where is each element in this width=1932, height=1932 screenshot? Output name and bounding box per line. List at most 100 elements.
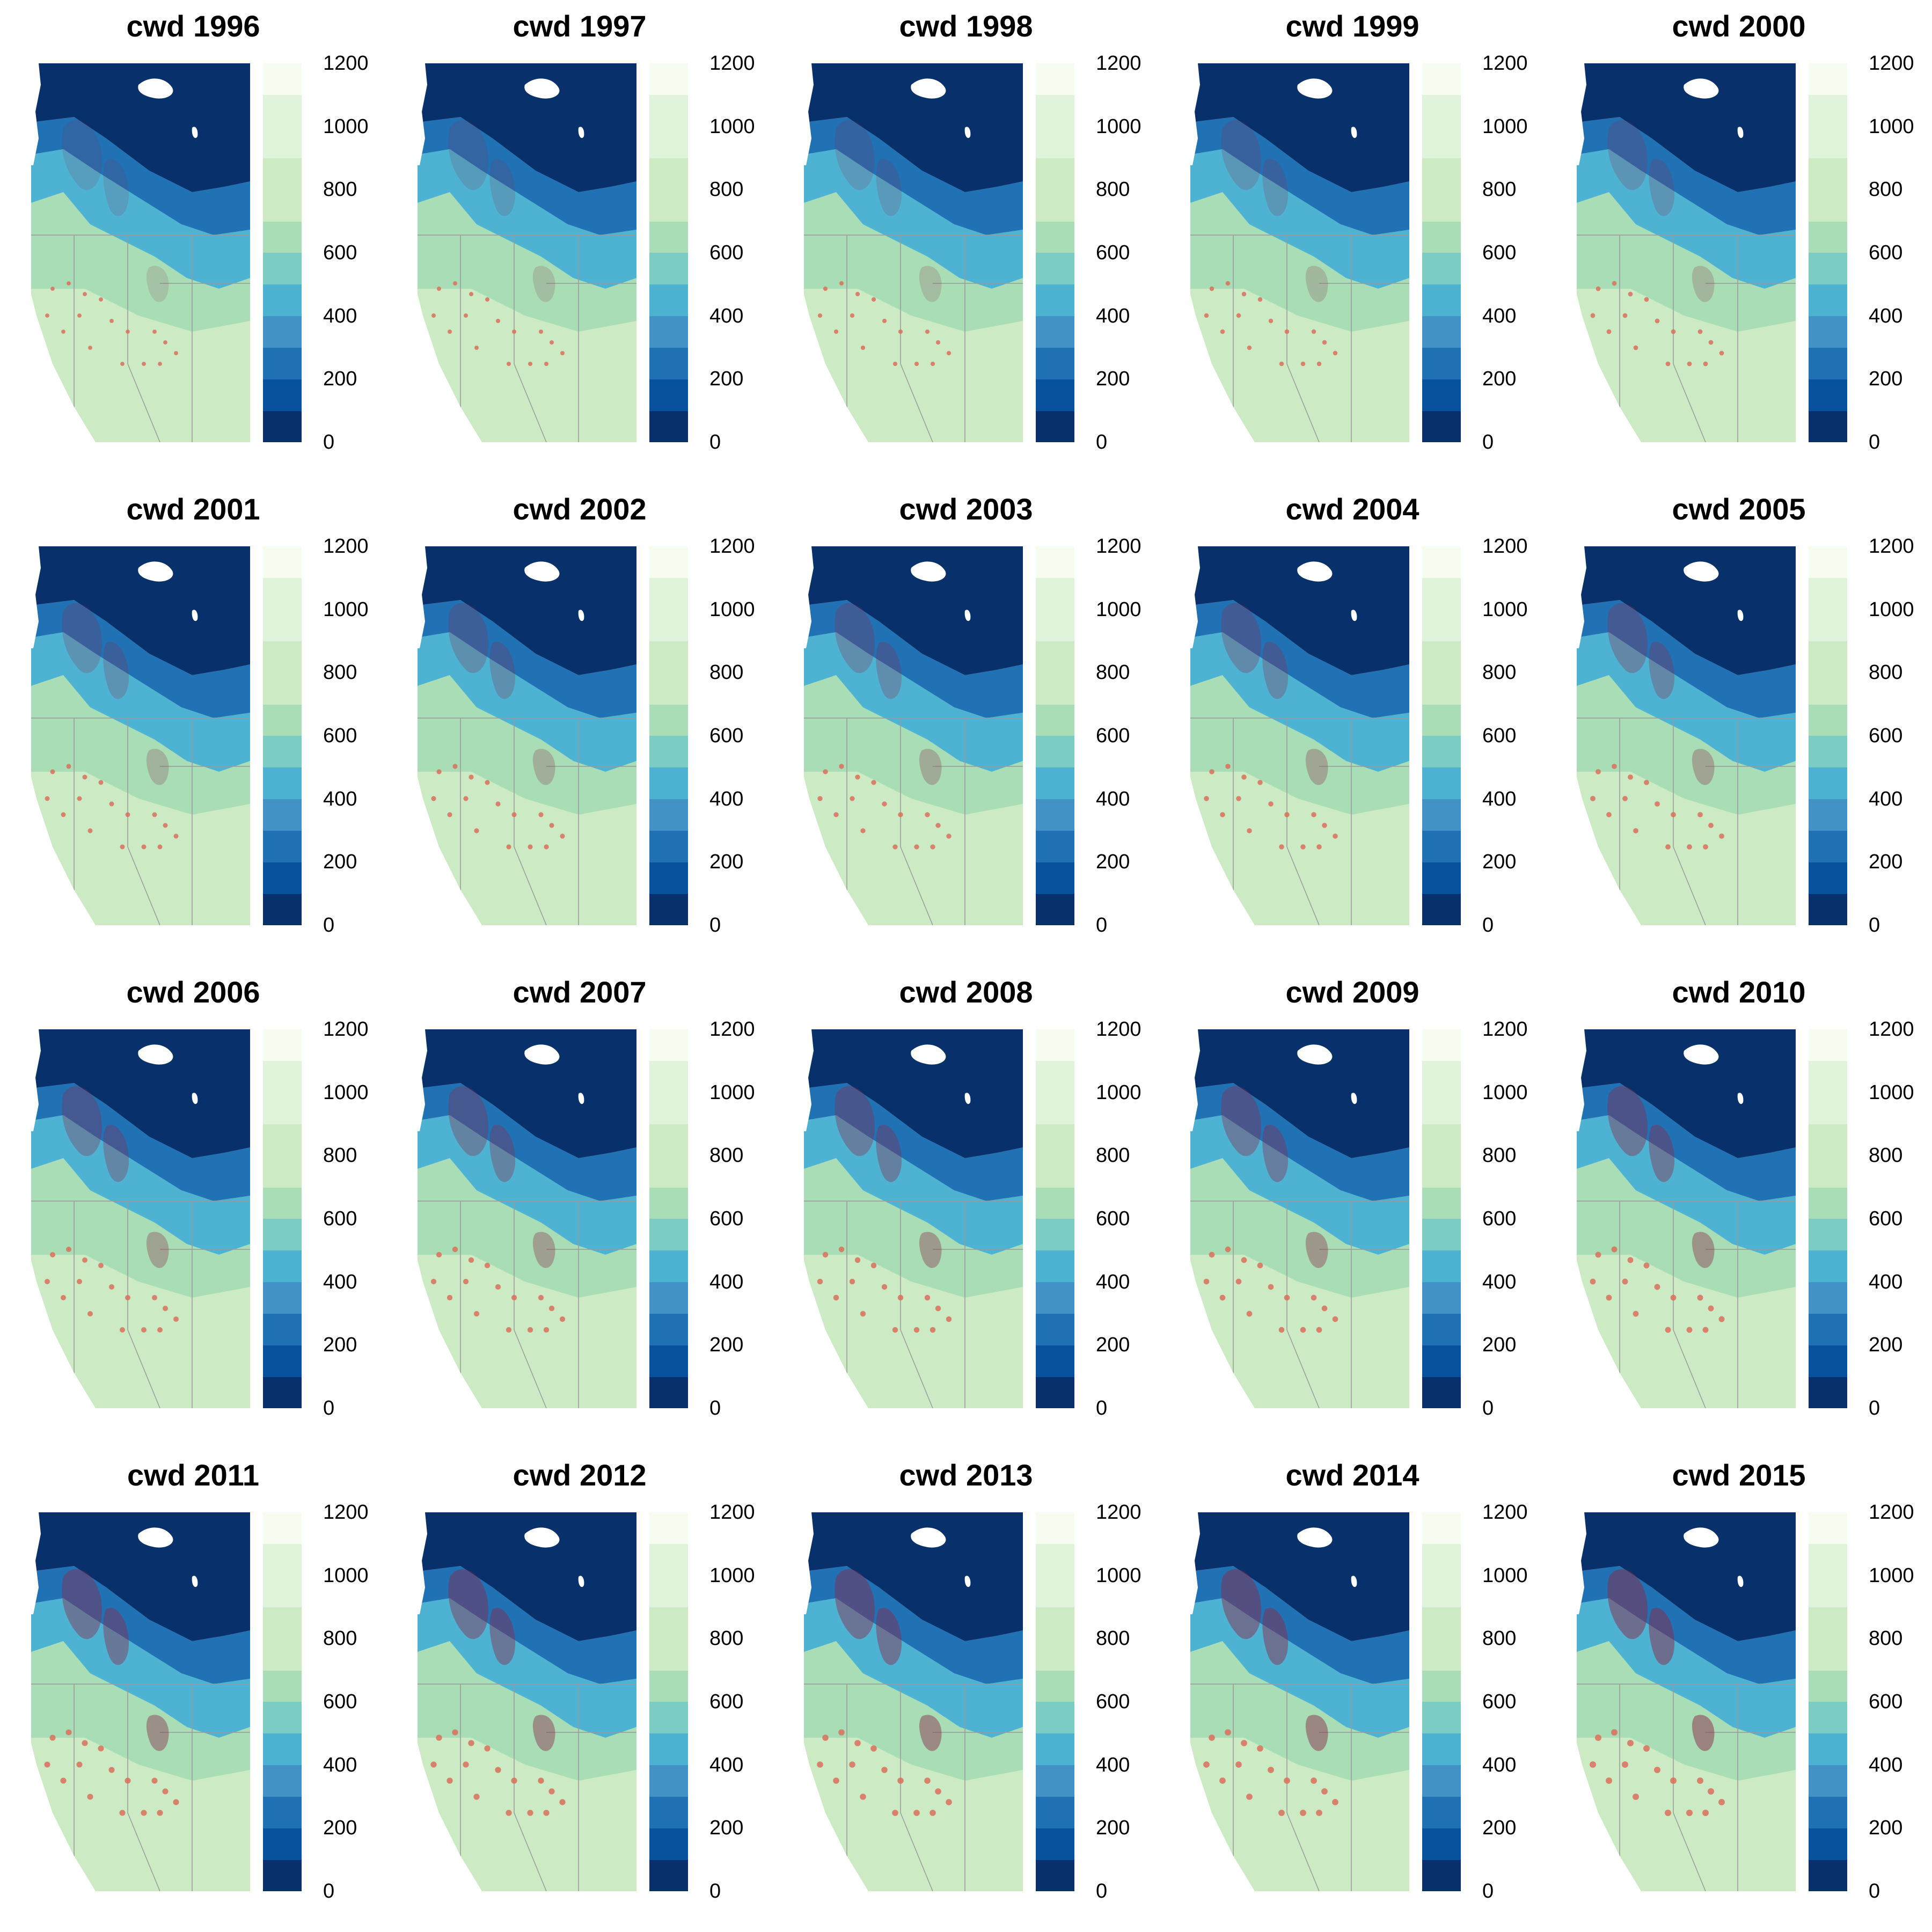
mortality-spot <box>98 1745 104 1752</box>
water-body <box>1684 561 1719 582</box>
mortality-spot <box>528 361 533 367</box>
colorbar-segment <box>1422 158 1461 190</box>
colorbar-segment <box>263 1512 302 1545</box>
mortality-spot <box>1633 1794 1639 1800</box>
colorbar-segment <box>1422 1543 1461 1576</box>
mortality-spot <box>1203 1278 1210 1285</box>
cwd-band <box>31 675 250 815</box>
water-body <box>31 1029 41 1131</box>
mortality-spot <box>1268 801 1274 807</box>
panel-title: cwd 2007 <box>513 975 647 1009</box>
mortality-spot <box>538 1294 544 1301</box>
colorbar-segment <box>1036 672 1074 705</box>
colorbar-segment <box>263 189 302 222</box>
map-panel-2004: cwd 2004 0 200 400 600 800 1000 1200 <box>1159 483 1546 966</box>
colorbar-tick-label: 200 <box>709 368 744 391</box>
mortality-spot <box>1257 1262 1263 1269</box>
colorbar-tick-label: 0 <box>1096 914 1108 936</box>
mortality-spot <box>930 361 935 367</box>
mortality-spot <box>870 1745 877 1752</box>
cwd-band <box>31 546 250 675</box>
state-boundary <box>127 363 160 442</box>
mortality-spot <box>882 801 887 807</box>
colorbar-segment <box>263 1187 302 1219</box>
mortality-spot <box>67 281 71 286</box>
mortality-spot <box>1332 1799 1338 1805</box>
colorbar-tick-label: 600 <box>1096 1690 1130 1713</box>
mortality-spot <box>108 1284 115 1290</box>
cwd-band <box>1190 63 1409 192</box>
colorbar-segment <box>649 158 688 190</box>
colorbar-tick-label: 1000 <box>1482 115 1528 138</box>
colorbar-tick-label: 1000 <box>323 598 369 621</box>
colorbar-segment <box>1809 546 1847 579</box>
cwd-band <box>1190 600 1409 718</box>
mortality-spot <box>1654 1767 1660 1773</box>
mortality-overlay <box>532 266 555 302</box>
cwd-map <box>1190 63 1409 442</box>
cwd-map <box>804 546 1023 925</box>
colorbar-tick-label: 800 <box>1096 661 1130 684</box>
colorbar-tick-label: 1000 <box>1482 1564 1528 1587</box>
colorbar-segment <box>649 1219 688 1251</box>
state-boundary <box>127 1329 160 1408</box>
cwd-band <box>31 63 250 192</box>
colorbar-tick-label: 800 <box>323 661 357 684</box>
colorbar-tick-label: 0 <box>1869 431 1880 453</box>
mortality-spot <box>860 828 866 833</box>
mortality-spot <box>484 1745 491 1752</box>
colorbar-tick-label: 400 <box>1482 304 1517 327</box>
colorbar-tick-label: 600 <box>1482 1690 1517 1713</box>
cwd-band <box>804 1566 1023 1684</box>
colorbar-segment <box>1036 158 1074 190</box>
colorbar-tick-label: 1000 <box>323 1564 369 1587</box>
mortality-spot <box>430 1761 437 1768</box>
water-body <box>1297 78 1333 99</box>
colorbar-segment <box>1809 1377 1847 1409</box>
water-body <box>964 127 971 138</box>
mortality-spot <box>83 292 87 296</box>
mortality-spot <box>849 1761 855 1768</box>
state-boundary <box>1673 1329 1706 1408</box>
mortality-spot <box>1311 812 1316 817</box>
colorbar-segment <box>1422 126 1461 158</box>
colorbar-segment <box>1809 1345 1847 1377</box>
mortality-overlay <box>448 603 488 674</box>
water-body <box>524 561 560 582</box>
colorbar-segment <box>263 126 302 158</box>
colorbar-segment <box>1036 1575 1074 1607</box>
colorbar-tick-label: 600 <box>323 1208 357 1230</box>
state-boundary <box>127 1812 160 1891</box>
mortality-overlay <box>1305 1715 1328 1751</box>
mortality-overlay <box>1262 1608 1289 1665</box>
mortality-spot <box>1300 1327 1306 1333</box>
colorbar-segment <box>1809 1124 1847 1156</box>
mortality-spot <box>823 286 828 291</box>
colorbar-segment <box>649 1512 688 1545</box>
mortality-spot <box>1284 329 1290 334</box>
mortality-spot <box>77 313 82 318</box>
mortality-spot <box>436 769 442 774</box>
mortality-spot <box>871 297 876 302</box>
mortality-overlay <box>835 1569 875 1640</box>
map-panel-2001: cwd 2001 0 200 400 600 800 1000 1200 <box>0 483 386 966</box>
mortality-spot <box>431 796 436 801</box>
map-panel-2014: cwd 2014 0 200 400 600 800 1000 1200 <box>1159 1449 1546 1932</box>
mortality-spot <box>473 1311 480 1317</box>
colorbar-tick-label: 0 <box>1096 431 1108 453</box>
map-panel-2007: cwd 2007 0 200 400 600 800 1000 1200 <box>386 966 773 1449</box>
cwd-map <box>804 1512 1023 1891</box>
mortality-spot <box>463 1278 469 1285</box>
state-boundary <box>900 1812 933 1891</box>
mortality-spot <box>860 1794 866 1800</box>
colorbar-segment <box>263 1543 302 1576</box>
cwd-band <box>1190 675 1409 815</box>
colorbar-segment <box>1422 1796 1461 1828</box>
water-body <box>418 1512 427 1614</box>
mortality-spot <box>1628 291 1633 297</box>
mortality-spot <box>1708 1788 1714 1795</box>
mortality-spot <box>1279 361 1284 367</box>
colorbar-tick-label: 200 <box>1096 368 1130 391</box>
colorbar-tick-label: 1000 <box>1096 598 1141 621</box>
cwd-band <box>31 1083 250 1201</box>
